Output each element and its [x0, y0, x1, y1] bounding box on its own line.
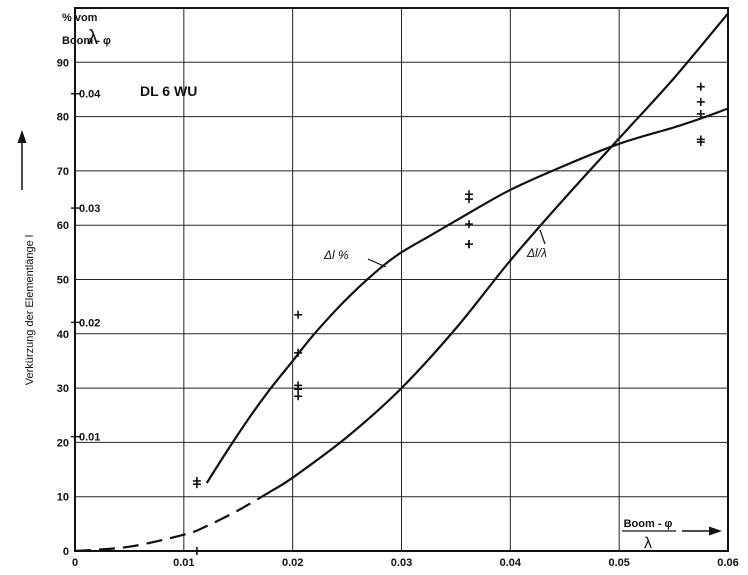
- y-tick-label: 60: [57, 220, 69, 232]
- tick-labels: 0 0.01 0.02 0.03 0.04 0.05 0.06 0 10 20 30 40 50 60 70…: [57, 57, 739, 569]
- y-tick-label: 30: [57, 383, 69, 395]
- lambda-tick-label: 0.04: [79, 89, 101, 101]
- measured-point-marker: [294, 310, 303, 319]
- x-tick-label: 0.05: [608, 557, 629, 569]
- series-leader-dl-percent: [367, 258, 387, 268]
- x-tick-label: 0.06: [717, 557, 738, 569]
- measured-point-marker: [696, 109, 705, 118]
- y-tick-label: 20: [57, 437, 69, 449]
- y-tick-label: 0: [63, 546, 69, 558]
- callsign-annotation: DL 6 WU: [140, 83, 197, 99]
- series-line-dl-percent: [205, 107, 729, 484]
- measured-point-marker: [696, 97, 705, 106]
- y-tick-label: 40: [57, 329, 69, 341]
- series-label-dl-lambda: Δl/λ: [526, 246, 547, 260]
- x-tick-label: 0.04: [500, 557, 522, 569]
- series-line-dl-lambda: [270, 12, 729, 493]
- measured-point-marker: [464, 195, 473, 204]
- series-leader-dl-lambda: [539, 229, 546, 245]
- y-tick-label: 70: [57, 166, 69, 178]
- x-tick-label: 0.03: [391, 557, 412, 569]
- y-axis-arrow: [17, 130, 27, 190]
- x-axis-label-bottom: λ: [644, 535, 652, 552]
- y-tick-label: 90: [57, 57, 69, 69]
- x-tick-label: 0.02: [282, 557, 303, 569]
- x-tick-label: 0: [72, 557, 78, 569]
- curves: [74, 12, 729, 553]
- grid-lines: [74, 7, 729, 552]
- y-tick-label: 10: [57, 492, 69, 504]
- series-label-dl-percent: Δl %: [323, 248, 349, 262]
- measured-point-marker: [464, 220, 473, 229]
- measured-point-marker: [294, 348, 303, 357]
- x-axis-label-top: Boom - φ: [624, 518, 673, 530]
- lambda-tick-label: 0.03: [79, 203, 100, 215]
- series-line-dl-lambda-dashed: [74, 490, 272, 553]
- y-tick-label: 80: [57, 112, 69, 124]
- measured-point-marker: [464, 240, 473, 249]
- x-tick-label: 0.01: [173, 557, 194, 569]
- measured-points: [192, 82, 705, 555]
- measured-point-marker: [696, 138, 705, 147]
- measured-point-marker: [294, 385, 303, 394]
- lambda-tick-label: 0.01: [79, 432, 100, 444]
- measured-point-marker: [192, 547, 201, 555]
- measured-point-marker: [696, 82, 705, 91]
- right-axis-unit: λ: [88, 27, 98, 49]
- measured-point-marker: [294, 392, 303, 401]
- x-axis-arrow: [682, 526, 722, 536]
- lambda-tick-label: 0.02: [79, 317, 100, 329]
- y-tick-label: 50: [57, 275, 69, 287]
- measured-point-marker: [192, 476, 201, 485]
- left-axis-unit-line1: % vom: [62, 12, 98, 24]
- left-axis-unit-line2: Boom - φ: [62, 35, 111, 47]
- y-axis-label: Verkürzung der Elementlänge l: [24, 235, 36, 385]
